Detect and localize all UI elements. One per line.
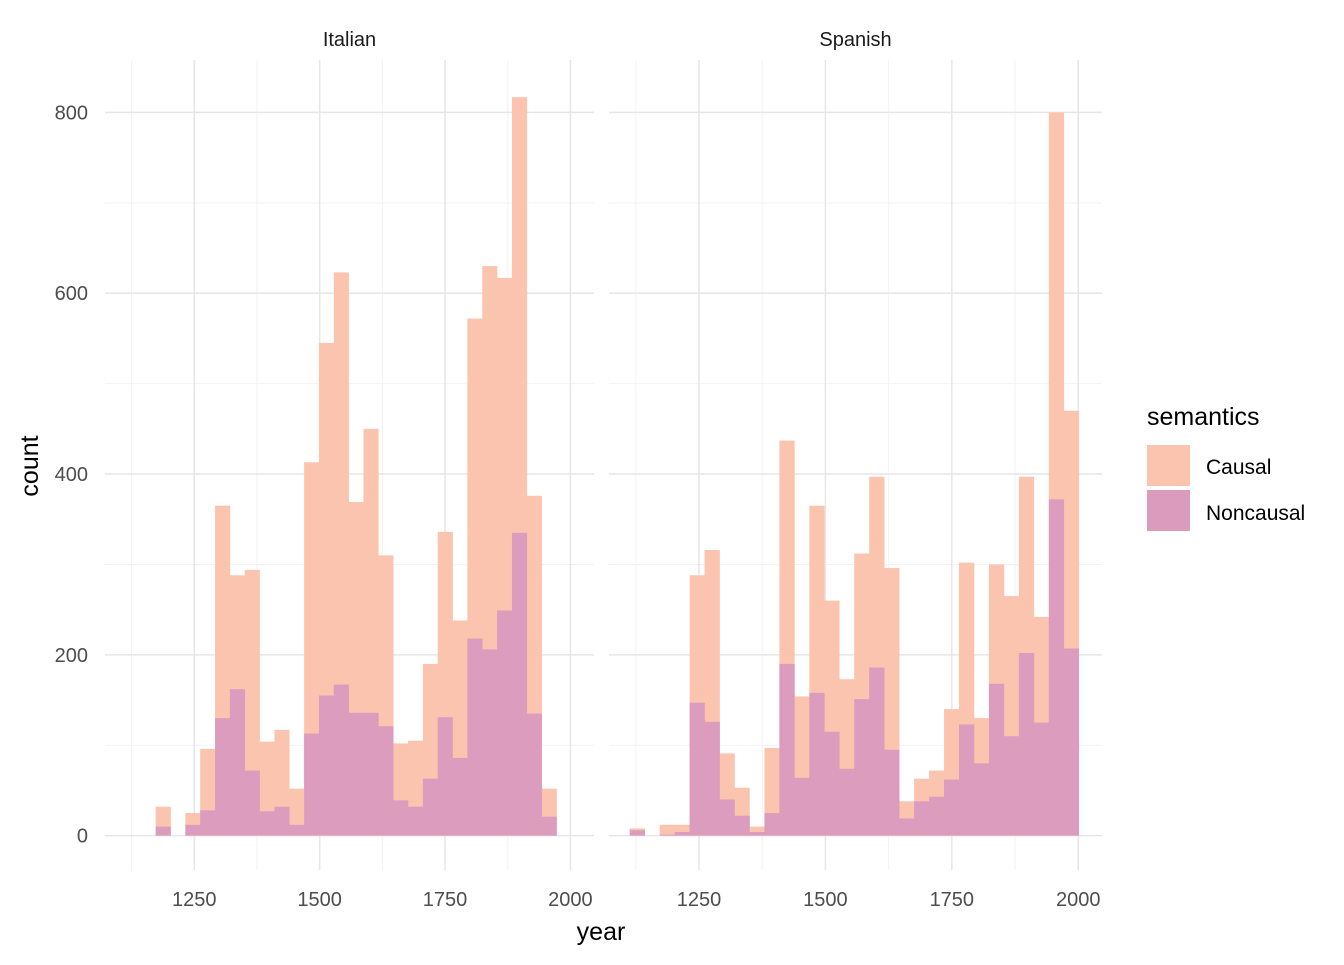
bar-noncausal	[749, 832, 765, 836]
bar-noncausal	[794, 777, 810, 836]
bar-noncausal	[348, 712, 364, 836]
bar-noncausal	[497, 610, 513, 836]
bar-noncausal	[408, 806, 424, 836]
bar-noncausal	[215, 718, 231, 836]
x-tick-label: 1500	[297, 889, 342, 911]
bar-noncausal	[839, 768, 855, 836]
bar-noncausal	[467, 638, 483, 836]
bar-causal	[244, 569, 260, 836]
y-tick-label: 200	[55, 645, 88, 667]
bar-noncausal	[185, 824, 201, 836]
bar-noncausal	[1003, 736, 1020, 836]
legend-label-noncausal: Noncausal	[1206, 502, 1305, 525]
facet-panel-italian: Italian 1250 1500 1750 2000	[105, 29, 594, 911]
bar-noncausal	[511, 532, 528, 836]
x-tick-label: 1250	[172, 889, 217, 911]
bar-noncausal	[274, 806, 290, 836]
x-tick-label: 1750	[930, 889, 975, 911]
legend-key-causal	[1147, 445, 1190, 486]
facet-strip-label: Italian	[323, 29, 376, 51]
bar-noncausal	[1018, 653, 1035, 836]
bar-causal	[659, 824, 675, 836]
bar-noncausal	[1033, 722, 1050, 836]
bar-noncausal	[200, 810, 216, 836]
bar-noncausal	[541, 816, 557, 836]
bar-noncausal	[899, 818, 915, 836]
legend-title: semantics	[1147, 403, 1260, 431]
y-tick-label: 800	[55, 102, 88, 124]
facet-panel-spanish: Spanish 1250 1500 1750 2000	[609, 29, 1102, 911]
y-tick-label: 600	[55, 283, 88, 305]
bar-noncausal	[244, 770, 260, 836]
legend-key-noncausal	[1147, 490, 1190, 531]
bar-noncausal	[363, 712, 379, 836]
bar-noncausal	[944, 779, 960, 836]
bar-noncausal	[973, 763, 990, 836]
bar-noncausal	[959, 724, 975, 836]
bar-noncausal	[659, 834, 675, 836]
bar-noncausal	[929, 796, 945, 836]
y-tick-label: 0	[77, 826, 88, 848]
bar-noncausal	[333, 684, 349, 836]
bar-noncausal	[526, 713, 542, 836]
facet-strip-label: Spanish	[819, 29, 891, 51]
bar-noncausal	[629, 830, 645, 836]
x-tick-label: 1500	[803, 889, 848, 911]
x-tick-label: 2000	[1056, 889, 1101, 911]
bar-noncausal	[304, 733, 320, 836]
bar-noncausal	[259, 811, 275, 836]
bar-noncausal	[824, 731, 840, 836]
bar-noncausal	[764, 813, 780, 836]
bar-noncausal	[704, 721, 720, 836]
bar-noncausal	[674, 832, 690, 836]
bar-noncausal	[779, 663, 795, 836]
bar-causal	[674, 824, 690, 836]
x-tick-label: 1750	[423, 889, 468, 911]
bar-noncausal	[452, 757, 468, 836]
bar-noncausal	[289, 824, 305, 836]
bar-noncausal	[1048, 499, 1065, 836]
bar-noncausal	[482, 649, 498, 836]
y-axis-title: count	[16, 435, 44, 496]
x-tick-label: 1250	[677, 889, 722, 911]
bar-noncausal	[689, 702, 705, 836]
x-tick-label: 2000	[548, 889, 593, 911]
bar-causal	[749, 826, 765, 836]
x-axis-title: year	[577, 918, 626, 946]
bar-noncausal	[155, 826, 171, 836]
bar-noncausal	[318, 695, 335, 836]
bar-noncausal	[884, 749, 900, 836]
bar-noncausal	[854, 699, 870, 836]
bar-noncausal	[229, 689, 246, 836]
bar-noncausal	[869, 667, 885, 836]
bar-noncausal	[719, 799, 735, 836]
legend-label-causal: Causal	[1206, 456, 1271, 479]
bar-noncausal	[422, 778, 439, 836]
bar-noncausal	[988, 683, 1005, 836]
bar-causal	[289, 788, 305, 836]
y-tick-label: 400	[55, 464, 88, 486]
bar-noncausal	[734, 815, 750, 836]
bar-noncausal	[809, 692, 825, 836]
bar-noncausal	[378, 726, 394, 836]
bar-noncausal	[914, 801, 930, 836]
legend: semantics Causal Noncausal	[1147, 403, 1305, 531]
bar-noncausal	[437, 717, 453, 836]
bar-noncausal	[1063, 648, 1080, 836]
bar-noncausal	[393, 800, 409, 836]
